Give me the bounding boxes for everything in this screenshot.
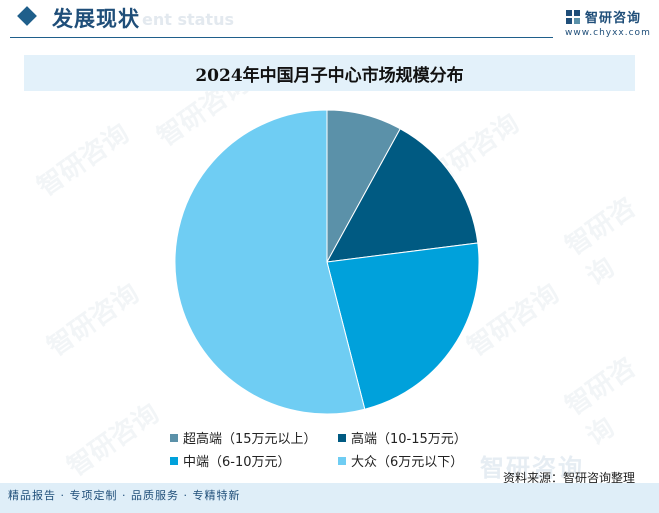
footer-watermark-brand: 智研咨询 bbox=[480, 454, 584, 482]
footer-bar bbox=[0, 483, 659, 513]
legend-swatch bbox=[170, 433, 178, 442]
legend-label: 大众（6万元以下） bbox=[351, 455, 464, 470]
legend-item-3: 大众（6万元以下） bbox=[338, 451, 463, 470]
chart-title: 2024年中国月子中心市场规模分布 bbox=[195, 65, 464, 86]
legend-label: 超高端（15万元以上） bbox=[183, 432, 317, 447]
source-note: 资料来源：智研咨询整理 bbox=[503, 471, 636, 485]
chart-title-bar: 2024年中国月子中心市场规模分布 bbox=[24, 55, 635, 91]
section-title: 发展现状 bbox=[52, 7, 140, 31]
legend-item-1: 高端（10-15万元） bbox=[338, 428, 467, 447]
brand-logo-icon bbox=[566, 9, 580, 24]
brand-name: 智研咨询 bbox=[585, 11, 642, 26]
legend-label: 中端（6-10万元） bbox=[183, 455, 291, 470]
brand-url: www.chyxx.com bbox=[565, 28, 651, 38]
pie-slice-3 bbox=[174, 109, 366, 415]
brand: 智研咨询 bbox=[565, 7, 641, 26]
header-divider bbox=[10, 37, 553, 38]
legend-swatch bbox=[338, 456, 346, 465]
pie-slice-2 bbox=[326, 242, 480, 410]
legend-swatch bbox=[170, 456, 178, 465]
pie-slice-1 bbox=[326, 128, 479, 263]
header: ent status 发展现状 智研咨询 www.chyxx.com bbox=[0, 0, 659, 44]
legend-swatch bbox=[338, 433, 346, 442]
legend-item-0: 超高端（15万元以上） bbox=[170, 428, 317, 447]
legend-label: 高端（10-15万元） bbox=[351, 432, 467, 447]
legend-item-2: 中端（6-10万元） bbox=[170, 451, 291, 470]
footer-text: 精品报告 · 专项定制 · 品质服务 · 专精特新 bbox=[8, 489, 241, 502]
section-ghost-text: ent status bbox=[142, 10, 234, 29]
